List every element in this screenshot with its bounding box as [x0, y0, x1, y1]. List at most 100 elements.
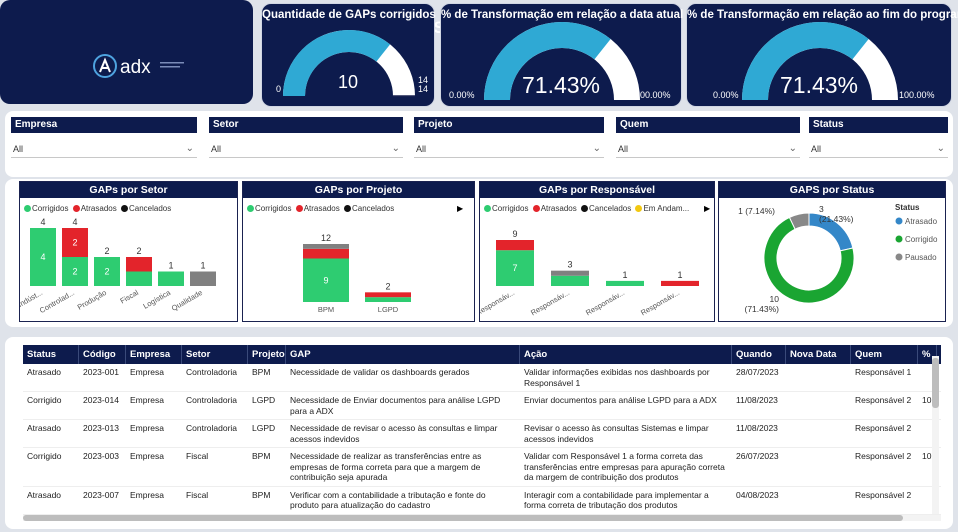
column-header[interactable]: %: [918, 345, 937, 364]
column-header[interactable]: Status: [23, 345, 79, 364]
donut-slice[interactable]: [763, 216, 855, 304]
slicer-label: Quem: [616, 117, 800, 133]
adx-logo-icon: adx: [93, 54, 184, 78]
table-cell: Empresa: [130, 423, 165, 433]
donut-slice[interactable]: [788, 212, 810, 230]
legend-item-cancelados[interactable]: Cancelados: [120, 204, 171, 213]
slicer-dropdown-quem[interactable]: All ⌄: [616, 140, 800, 158]
legend-item-label[interactable]: Pausado: [905, 253, 937, 262]
column-header[interactable]: Nova Data: [786, 345, 851, 364]
bar-total-label: 4: [40, 217, 45, 227]
legend-item-atrasados[interactable]: Atrasados: [295, 204, 340, 213]
column-header[interactable]: Setor: [182, 345, 248, 364]
table-cell: Corrigido: [27, 395, 62, 405]
slicer-label: Setor: [209, 117, 403, 133]
column-header[interactable]: Empresa: [126, 345, 182, 364]
slicer-dropdown-empresa[interactable]: All ⌄: [11, 140, 197, 158]
bar-segment[interactable]: [94, 257, 120, 286]
vertical-scrollbar[interactable]: [932, 356, 939, 514]
table-cell: Responsável 2: [855, 489, 912, 500]
bar-segment[interactable]: [190, 271, 216, 287]
table-cell: BPM: [252, 451, 271, 461]
bar-total-label: 2: [385, 281, 390, 291]
table-cell: 04/08/2023: [736, 489, 779, 500]
bar-total-label: 1: [200, 261, 205, 271]
bar-segment[interactable]: [303, 244, 349, 249]
table-cell: Responsável 2: [855, 451, 912, 461]
gauge-value: 71.43%: [521, 72, 600, 98]
column-header[interactable]: Quando: [732, 345, 786, 364]
slicer-value: All: [13, 144, 24, 154]
legend-item-atrasados[interactable]: Atrasados: [532, 204, 577, 213]
gauge-value: 10: [337, 72, 359, 92]
scrollbar-thumb[interactable]: [932, 358, 939, 408]
legend-item-label[interactable]: Atrasado: [905, 217, 938, 226]
slicer-empresa: Empresa All ⌄: [11, 117, 197, 158]
gauge-min: 0.00%: [449, 90, 475, 100]
legend-item-corrigidos[interactable]: Corrigidos: [247, 204, 291, 213]
slicer-setor: Setor All ⌄: [209, 117, 403, 158]
table-cell: Enviar documentos para análise LGPD para…: [524, 395, 717, 405]
bar-segment[interactable]: [62, 257, 88, 286]
table-cell: Atrasado: [27, 367, 62, 377]
chart-gaps-por-responsavel: GAPs por Responsável Corrigidos Atrasado…: [479, 181, 715, 322]
slicer-dropdown-projeto[interactable]: All ⌄: [414, 140, 604, 158]
chart-gaps-por-projeto: GAPs por Projeto Corrigidos Atrasados Ca…: [242, 181, 475, 322]
bar-segment-label: 2: [72, 238, 77, 248]
bar-segment[interactable]: [126, 257, 152, 272]
legend-item-cancelados[interactable]: Cancelados: [343, 204, 394, 213]
slicer-projeto: Projeto All ⌄: [414, 117, 604, 158]
table-cell: 2023-007: [83, 489, 119, 500]
table-cell: LGPD: [252, 395, 276, 405]
legend-next-arrow-icon[interactable]: ▶: [457, 204, 464, 213]
gauge-title: % de Transformação em relação a data atu…: [441, 9, 684, 21]
table-cell: Responsável 2: [855, 395, 912, 405]
chart-title: GAPs por Projeto: [243, 182, 474, 198]
table-cell: 2023-014: [83, 395, 119, 405]
bar-segment[interactable]: [551, 270, 589, 276]
horizontal-scrollbar[interactable]: [23, 515, 941, 521]
legend-item-atrasados[interactable]: Atrasados: [72, 204, 117, 213]
donut-slice-label: 1 (7.14%): [738, 206, 775, 216]
gauge-card-gaps-corrigidos: Quantidade de GAPs corrigidos 10 0 14 14: [261, 3, 436, 107]
scrollbar-thumb[interactable]: [23, 515, 903, 521]
bar-segment[interactable]: [30, 228, 56, 286]
legend-next-arrow-icon[interactable]: ▶: [704, 204, 711, 213]
table-row[interactable]: Atrasado 2023-013 Empresa Controladoria LGPD…: [23, 420, 941, 448]
bar-segment[interactable]: [158, 271, 184, 287]
bar-segment[interactable]: [365, 297, 411, 302]
column-header[interactable]: GAP: [286, 345, 520, 364]
bar-segment[interactable]: [606, 280, 644, 286]
bar-segment[interactable]: [303, 248, 349, 259]
bar-segment[interactable]: [661, 280, 699, 286]
bar-segment[interactable]: [496, 240, 534, 251]
category-label: LGPD: [378, 305, 399, 314]
column-header[interactable]: Quem: [851, 345, 918, 364]
gaps-table: Status Código Empresa Setor Projeto GAP Ação Qu…: [23, 345, 941, 521]
table-cell: Atrasado: [27, 423, 62, 433]
bar-segment[interactable]: [365, 292, 411, 298]
table-row[interactable]: Corrigido 2023-003 Empresa Fiscal BPM Necessi…: [23, 448, 941, 487]
bar-segment[interactable]: [126, 271, 152, 287]
table-row[interactable]: Atrasado 2023-007 Empresa Fiscal BPM Verifica…: [23, 487, 941, 515]
slicer-dropdown-status[interactable]: All ⌄: [809, 140, 948, 158]
table-row[interactable]: Corrigido 2023-014 Empresa Controladoria LGP…: [23, 392, 941, 420]
bar-segment[interactable]: [551, 275, 589, 286]
table-cell: Necessidade de revisar o acesso às consu…: [290, 423, 498, 444]
column-header[interactable]: Projeto: [248, 345, 286, 364]
chevron-down-icon: ⌄: [185, 143, 194, 154]
bar-segment[interactable]: [496, 250, 534, 286]
legend-item-corrigidos[interactable]: Corrigidos: [484, 204, 528, 213]
legend-item-label[interactable]: Corrigido: [905, 235, 938, 244]
chart-title: GAPS por Status: [719, 182, 945, 198]
slicer-dropdown-setor[interactable]: All ⌄: [209, 140, 403, 158]
bar-segment[interactable]: [303, 258, 349, 303]
table-cell: 10(: [922, 451, 935, 461]
column-header[interactable]: Código: [79, 345, 126, 364]
legend-item-cancelados[interactable]: Cancelados: [580, 204, 631, 213]
table-row[interactable]: Atrasado 2023-001 Empresa Controladoria BPM N…: [23, 364, 941, 392]
bar-segment[interactable]: [62, 228, 88, 257]
column-header[interactable]: Ação: [520, 345, 732, 364]
legend-item-corrigidos[interactable]: Corrigidos: [24, 204, 68, 213]
legend-item-em-andamento[interactable]: Em Andam...: [635, 204, 689, 213]
